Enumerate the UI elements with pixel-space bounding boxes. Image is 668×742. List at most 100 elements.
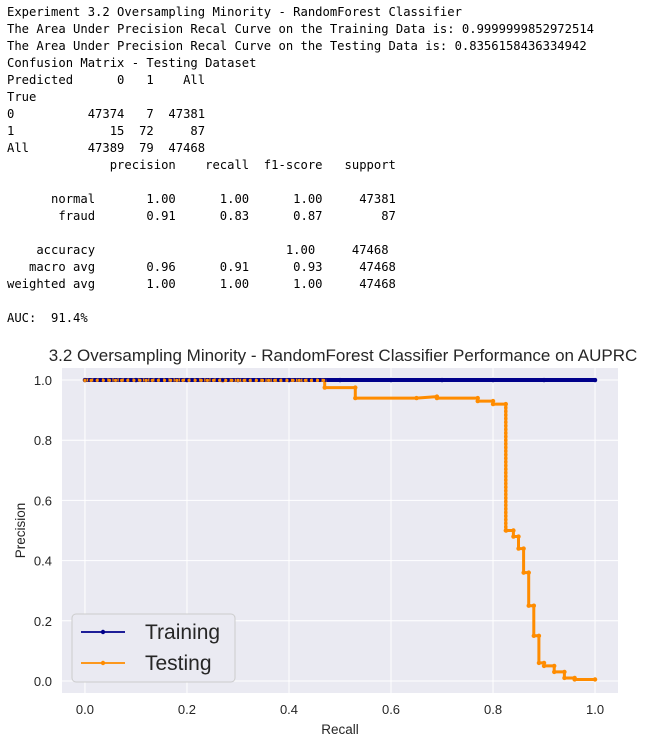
data-point-testing	[503, 528, 508, 533]
data-point-testing	[516, 534, 521, 539]
data-point-training	[470, 378, 475, 383]
data-point-testing	[126, 378, 130, 382]
data-point-testing	[353, 395, 358, 401]
data-point-training	[159, 378, 164, 383]
data-point-training	[440, 378, 445, 383]
data-point-testing	[490, 398, 496, 404]
data-point-testing	[279, 378, 283, 382]
data-point-testing	[291, 378, 295, 382]
data-point-training	[378, 378, 383, 383]
output-line	[7, 293, 594, 310]
y-tick-label: 0.4	[34, 554, 52, 569]
x-tick-label: 0.4	[280, 702, 298, 717]
data-point-training	[281, 378, 286, 383]
data-point-testing	[552, 663, 557, 669]
data-point-testing	[138, 378, 142, 382]
y-tick-label: 0.0	[34, 674, 52, 689]
output-line: AUC: 91.4%	[7, 311, 88, 325]
data-point-testing	[526, 570, 531, 575]
data-point-testing	[503, 401, 508, 407]
data-point-testing	[503, 460, 508, 464]
auprc-chart: 3.2 Oversampling Minority - RandomForest…	[13, 346, 638, 737]
data-point-testing	[144, 378, 148, 382]
data-point-testing	[199, 378, 203, 382]
chart-title: 3.2 Oversampling Minority - RandomForest…	[49, 346, 638, 365]
data-point-testing	[503, 478, 508, 482]
data-point-testing	[541, 660, 547, 666]
data-point-testing	[503, 416, 508, 421]
data-point-training	[587, 378, 592, 383]
data-point-testing	[503, 499, 508, 504]
data-point-testing	[503, 445, 508, 450]
output-line: normal 1.00 1.00 1.00 47381	[7, 192, 396, 206]
data-point-training	[511, 378, 516, 383]
data-point-training	[567, 378, 572, 383]
data-point-testing	[322, 385, 327, 390]
data-point-training	[332, 378, 337, 383]
data-point-training	[562, 378, 567, 383]
data-point-testing	[89, 378, 93, 382]
data-point-testing	[503, 525, 508, 529]
data-point-testing	[503, 467, 508, 471]
data-point-testing	[511, 534, 516, 539]
x-tick-label: 0.6	[382, 702, 400, 717]
data-point-testing	[107, 378, 112, 382]
data-point-testing	[503, 431, 508, 435]
data-point-training	[399, 378, 404, 383]
data-point-testing	[503, 470, 508, 475]
data-point-testing	[503, 507, 508, 511]
data-point-testing	[503, 488, 508, 493]
data-point-testing	[193, 378, 197, 382]
data-point-testing	[218, 378, 222, 382]
data-point-training	[450, 378, 455, 383]
data-point-testing	[120, 378, 124, 382]
data-point-training	[526, 378, 531, 383]
data-point-testing	[503, 438, 508, 443]
data-point-training	[409, 378, 414, 383]
data-point-training	[404, 378, 409, 383]
data-point-testing	[224, 378, 228, 382]
output-line: Confusion Matrix - Testing Dataset	[7, 56, 257, 70]
legend-marker-training	[100, 629, 106, 635]
output-line: 0 47374 7 47381	[7, 107, 206, 121]
legend-label-training: Training	[145, 621, 220, 644]
x-axis-label: Recall	[321, 722, 359, 737]
output-line: macro avg 0.96 0.91 0.93 47468	[7, 260, 396, 274]
data-point-testing	[531, 603, 537, 608]
data-point-testing	[503, 449, 508, 453]
y-axis-label: Precision	[13, 503, 28, 559]
data-point-training	[501, 378, 506, 383]
data-point-testing	[503, 427, 508, 432]
data-point-testing	[309, 378, 314, 382]
data-point-testing	[414, 395, 419, 401]
data-point-training	[582, 378, 587, 383]
data-point-training	[521, 378, 526, 383]
data-point-testing	[503, 514, 508, 518]
data-point-testing	[211, 378, 216, 382]
data-point-training	[572, 378, 577, 383]
data-point-training	[460, 378, 465, 383]
output-line: weighted avg 1.00 1.00 1.00 47468	[7, 277, 396, 291]
data-point-testing	[162, 378, 167, 382]
data-point-testing	[592, 677, 598, 682]
data-point-testing	[132, 378, 136, 382]
data-point-training	[475, 378, 480, 383]
data-point-training	[98, 378, 103, 383]
data-point-testing	[503, 409, 508, 414]
data-point-testing	[503, 496, 508, 500]
data-point-training	[516, 378, 521, 383]
data-point-training	[547, 378, 552, 383]
data-point-testing	[150, 378, 154, 382]
data-point-testing	[236, 378, 240, 382]
data-point-testing	[511, 528, 516, 533]
data-point-testing	[181, 378, 185, 382]
data-point-training	[480, 378, 485, 383]
x-tick-label: 1.0	[586, 702, 604, 717]
data-point-testing	[205, 378, 209, 382]
data-point-testing	[266, 378, 271, 382]
output-line	[7, 174, 594, 191]
data-point-training	[220, 378, 225, 383]
data-point-testing	[248, 378, 252, 382]
data-point-training	[424, 378, 429, 383]
data-point-testing	[156, 378, 161, 382]
